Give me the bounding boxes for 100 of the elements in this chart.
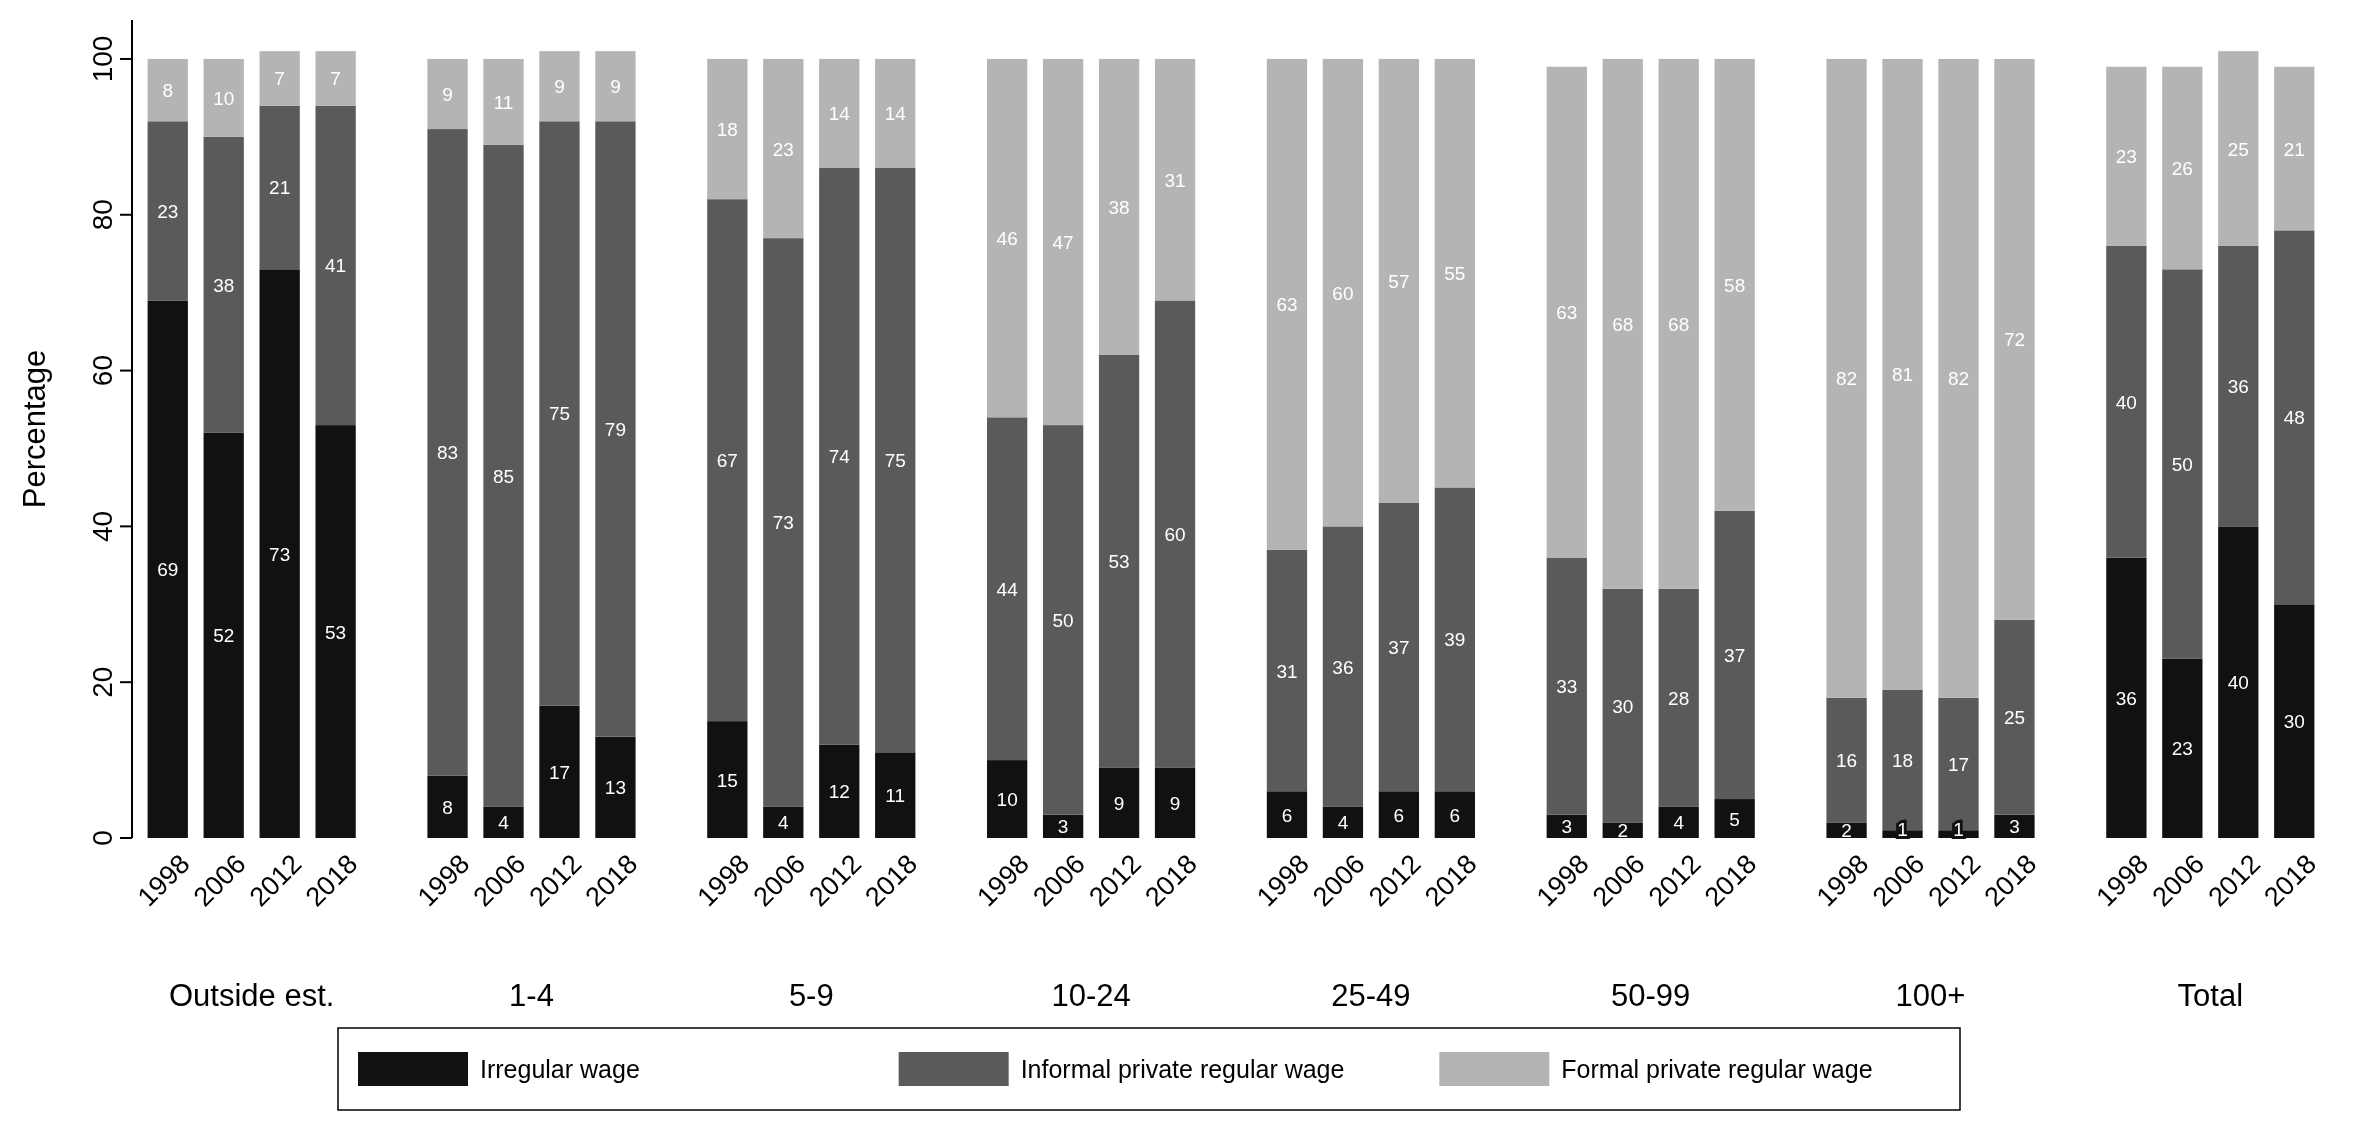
bar [1266, 58, 1308, 550]
bar [1938, 58, 1979, 698]
text: 25-49 [1331, 978, 1411, 1013]
bar [2218, 51, 2259, 246]
bar [707, 199, 748, 722]
data-label: 33 [1556, 676, 1578, 698]
bar [2218, 245, 2259, 527]
data-label: 50 [2171, 454, 2193, 476]
data-label: 9 [554, 76, 565, 98]
y-tick-label: 40 [87, 510, 118, 542]
data-label: 10 [213, 87, 235, 109]
data-label: 38 [213, 274, 235, 296]
text: 10-24 [1051, 978, 1131, 1013]
bar [819, 58, 860, 169]
data-label: 2 [1841, 820, 1852, 842]
data-label: 28 [1668, 687, 1690, 709]
data-label: 1 [1953, 819, 1964, 840]
bar [1378, 58, 1420, 504]
bar [1434, 487, 1475, 792]
bar [875, 168, 916, 753]
text: Outside est. [168, 978, 335, 1013]
data-label: 60 [1332, 282, 1354, 304]
data-label: 5 [1729, 808, 1740, 830]
data-label: 50 [1052, 609, 1074, 631]
data-label: 1 [1897, 819, 1908, 840]
data-label: 9 [442, 84, 453, 106]
data-label: 38 [1108, 196, 1130, 218]
bar [1434, 58, 1475, 488]
data-label: 11 [885, 785, 906, 807]
data-label: 58 [1724, 274, 1746, 296]
data-label: 63 [1276, 294, 1298, 316]
data-label: 6 [1281, 804, 1293, 826]
data-label: 23 [157, 200, 179, 222]
bar [1042, 425, 1084, 815]
data-label: 6 [1393, 804, 1405, 826]
bar [2106, 245, 2147, 558]
data-label: 53 [325, 621, 347, 643]
bar [2274, 66, 2315, 231]
data-label: 8 [162, 80, 174, 102]
data-label: 14 [884, 103, 907, 125]
data-label: 21 [2283, 138, 2305, 160]
bar [147, 58, 188, 122]
bar [315, 105, 356, 426]
bar [315, 51, 356, 106]
bar [2274, 604, 2315, 838]
data-label: 31 [1164, 169, 1186, 191]
data-label: 39 [1444, 629, 1466, 651]
bar [1154, 767, 1196, 838]
data-label: 10 [996, 789, 1018, 811]
data-label: 13 [604, 777, 626, 799]
text: 1-4 [509, 978, 554, 1013]
bar [1098, 767, 1140, 838]
bar [987, 760, 1028, 838]
bar [203, 432, 244, 838]
data-label: 7 [274, 68, 285, 90]
bar [707, 58, 748, 200]
bar [315, 425, 356, 838]
bar [1098, 354, 1140, 768]
legend-label: Informal private regular wage [1020, 1055, 1345, 1083]
data-label: 17 [548, 761, 571, 783]
bar [595, 736, 636, 838]
bar [1042, 58, 1084, 426]
data-label: 23 [2115, 146, 2137, 168]
data-label: 73 [772, 512, 794, 534]
y-axis-title: Percentage [17, 349, 52, 509]
data-label: 63 [1556, 302, 1578, 324]
bar [1602, 822, 1643, 838]
data-label: 6 [1449, 804, 1461, 826]
data-label: 83 [436, 442, 459, 464]
bar [2106, 557, 2147, 838]
data-label: 75 [884, 450, 906, 472]
data-label: 36 [2227, 376, 2249, 398]
data-label: 25 [2227, 138, 2249, 160]
data-label: 25 [2003, 707, 2026, 729]
data-label: 40 [2115, 391, 2137, 413]
bar [1154, 58, 1196, 301]
data-label: 3 [1561, 816, 1573, 838]
data-label: 4 [1337, 812, 1349, 834]
bar [1434, 791, 1475, 838]
data-label: 23 [772, 138, 794, 160]
bar [259, 51, 300, 106]
bar [2162, 66, 2203, 270]
data-label: 14 [828, 103, 851, 125]
y-tick-label: 20 [87, 666, 118, 698]
data-label: 82 [1947, 368, 1970, 390]
bar [819, 744, 860, 838]
data-label: 36 [1332, 656, 1354, 678]
data-label: 68 [1612, 313, 1634, 335]
bar [483, 806, 524, 838]
bar [763, 238, 804, 807]
data-label: 81 [1891, 364, 1914, 386]
bar [1826, 697, 1867, 823]
data-label: 41 [325, 255, 347, 277]
data-label: 73 [269, 543, 291, 565]
data-label: 4 [498, 812, 510, 834]
data-label: 74 [828, 446, 851, 468]
legend-label: Formal private regular wage [1561, 1055, 1873, 1083]
bar [1714, 510, 1755, 800]
text: 50-99 [1611, 978, 1691, 1013]
data-label: 55 [1444, 263, 1466, 285]
